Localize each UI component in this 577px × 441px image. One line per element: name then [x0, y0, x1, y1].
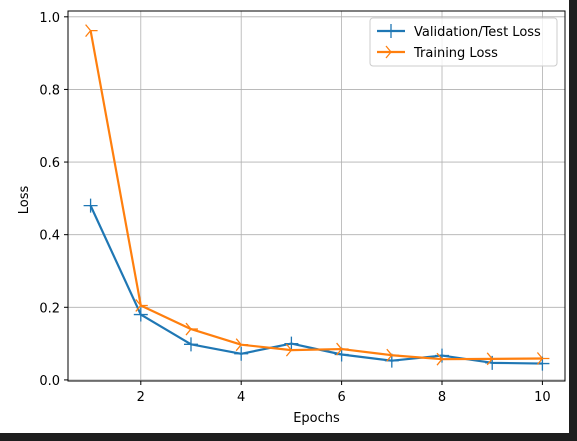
training-loss-point [235, 338, 249, 352]
training-loss-line [89, 30, 543, 361]
y-tick-label: 0.8 [39, 83, 60, 98]
y-tick-label: 0.4 [39, 229, 60, 244]
legend-box [369, 17, 558, 67]
training-loss-point [135, 299, 148, 312]
y-tick-label: 0.6 [39, 156, 60, 171]
x-tick-label: 2 [137, 390, 145, 405]
training-loss-point [185, 322, 198, 336]
axis-ticks: 2 4 6 8 10 0.0 0.2 0.4 0.6 0.8 1.0 [39, 11, 550, 405]
y-tick-label: 0.0 [39, 374, 60, 389]
training-loss-point [536, 352, 550, 365]
x-tick-label: 4 [237, 390, 245, 405]
training-loss-point [285, 343, 299, 357]
legend-training-label: Training Loss [413, 46, 498, 61]
y-axis-label: Loss [17, 186, 32, 215]
training-loss-point [386, 348, 399, 362]
x-tick-label: 6 [337, 390, 345, 405]
series-layer [83, 24, 550, 371]
y-tick-label: 0.2 [39, 301, 60, 316]
validation-loss-point [234, 346, 249, 361]
training-loss-point [436, 352, 450, 366]
legend-validation-label: Validation/Test Loss [414, 25, 541, 40]
figure-dark-border-bottom [0, 433, 577, 441]
x-tick-label: 10 [534, 390, 551, 405]
validation-loss-point [133, 307, 148, 322]
training-loss-point [486, 352, 500, 366]
training-loss-point [85, 24, 98, 38]
grid-lines [68, 11, 565, 381]
x-tick-label: 8 [438, 390, 446, 405]
validation-loss-point [83, 198, 98, 213]
y-tick-label: 1.0 [39, 11, 60, 26]
legend: Validation/Test Loss Training Loss [369, 17, 558, 67]
figure-dark-border-right [569, 0, 577, 441]
validation-loss-point [284, 336, 299, 351]
training-loss-point [336, 342, 349, 356]
legend-validation-marker [384, 24, 398, 38]
x-axis-label: Epochs [293, 411, 340, 426]
validation-loss-point [183, 337, 198, 352]
plot-frame [67, 10, 566, 382]
legend-training-marker [385, 45, 398, 59]
